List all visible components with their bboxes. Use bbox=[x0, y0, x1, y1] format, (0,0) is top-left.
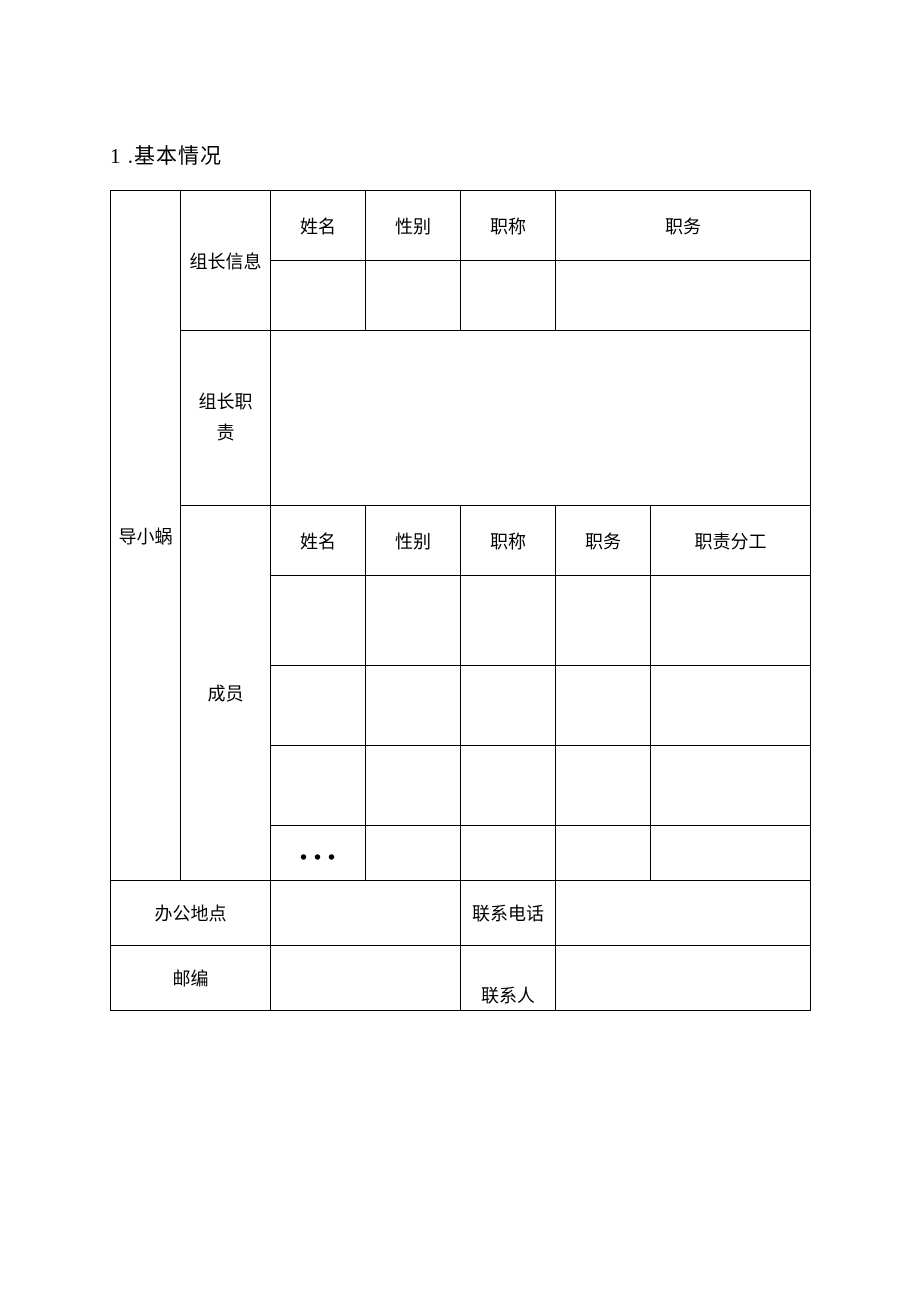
postcode-label: 邮编 bbox=[111, 946, 271, 1011]
leader-value-title bbox=[461, 261, 556, 331]
member-row-cell bbox=[651, 746, 811, 826]
member-row-cell bbox=[651, 666, 811, 746]
member-row-cell bbox=[556, 746, 651, 826]
member-header-gender: 性别 bbox=[366, 506, 461, 576]
leader-header-position: 职务 bbox=[556, 191, 811, 261]
office-label: 办公地点 bbox=[111, 881, 271, 946]
phone-value bbox=[556, 881, 811, 946]
member-row-cell bbox=[556, 826, 651, 881]
leader-duty-label: 组长职 责 bbox=[181, 331, 271, 506]
member-row-cell bbox=[366, 826, 461, 881]
member-row-cell bbox=[366, 746, 461, 826]
member-row-cell bbox=[461, 746, 556, 826]
contact-label: 联系人 bbox=[461, 946, 556, 1011]
contact-value bbox=[556, 946, 811, 1011]
leader-info-label: 组长信息 bbox=[181, 191, 271, 331]
member-row-cell bbox=[271, 576, 366, 666]
member-row-cell bbox=[651, 576, 811, 666]
member-row-cell bbox=[556, 576, 651, 666]
member-header-title: 职称 bbox=[461, 506, 556, 576]
member-row-cell bbox=[556, 666, 651, 746]
leader-value-position bbox=[556, 261, 811, 331]
member-row-cell bbox=[461, 576, 556, 666]
member-row-cell bbox=[651, 826, 811, 881]
office-value bbox=[271, 881, 461, 946]
member-row-cell bbox=[271, 746, 366, 826]
members-label: 成员 bbox=[181, 506, 271, 881]
member-row-ellipsis: • • • bbox=[271, 826, 366, 881]
basic-info-table: 导小蜗 组长信息 姓名 性别 职称 职务 组长职 责 成员 姓名 性别 职称 职… bbox=[110, 190, 811, 1011]
member-row-cell bbox=[271, 666, 366, 746]
phone-label: 联系电话 bbox=[461, 881, 556, 946]
leader-value-name bbox=[271, 261, 366, 331]
leader-duty-value bbox=[271, 331, 811, 506]
leader-header-title: 职称 bbox=[461, 191, 556, 261]
leader-value-gender bbox=[366, 261, 461, 331]
section-heading: 1 .基本情况 bbox=[110, 140, 810, 170]
member-row-cell bbox=[461, 666, 556, 746]
leader-header-name: 姓名 bbox=[271, 191, 366, 261]
member-row-cell bbox=[366, 576, 461, 666]
member-header-assignment: 职责分工 bbox=[651, 506, 811, 576]
leader-header-gender: 性别 bbox=[366, 191, 461, 261]
postcode-value bbox=[271, 946, 461, 1011]
member-header-name: 姓名 bbox=[271, 506, 366, 576]
member-row-cell bbox=[366, 666, 461, 746]
side-label: 导小蜗 bbox=[111, 191, 181, 881]
member-header-position: 职务 bbox=[556, 506, 651, 576]
member-row-cell bbox=[461, 826, 556, 881]
